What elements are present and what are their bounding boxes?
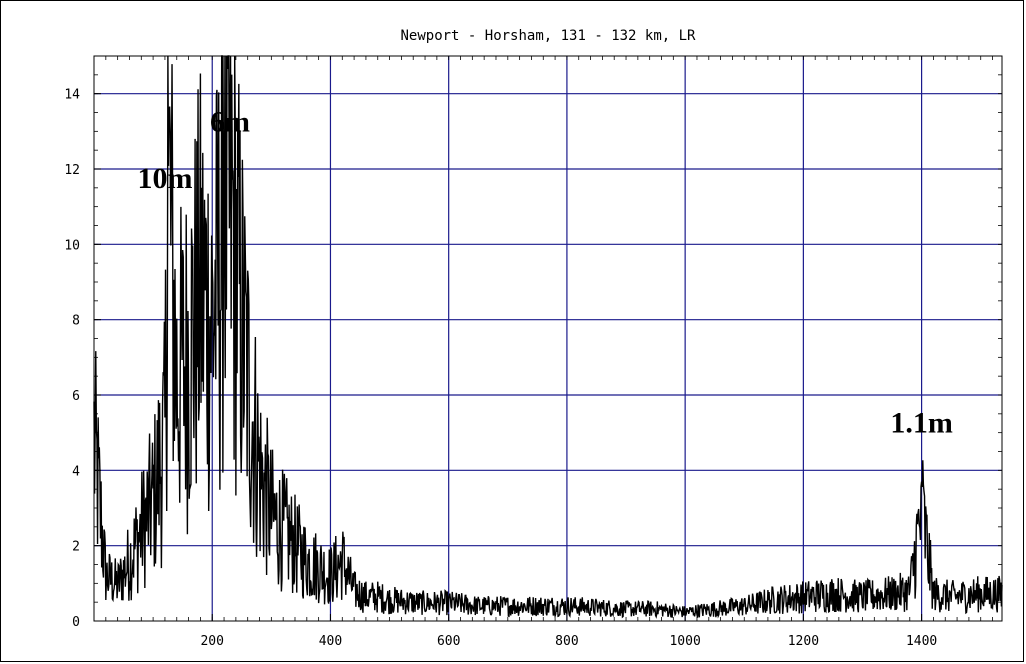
y-tick-label: 12 <box>64 163 80 178</box>
annotation-label: 1.1m <box>890 407 953 440</box>
x-tick-label: 400 <box>319 634 342 649</box>
x-tick-label: 800 <box>555 634 578 649</box>
series-line <box>93 55 1003 619</box>
y-tick-label: 10 <box>64 238 80 253</box>
chart-title: Newport - Horsham, 131 - 132 km, LR <box>400 28 696 44</box>
y-tick-label: 8 <box>72 314 80 329</box>
annotation-label: 10m <box>137 162 192 195</box>
tick-labels: 200 400 600 800 1000 1200 1400 0 2 4 6 8 10 12 14 <box>64 88 937 649</box>
x-tick-label: 600 <box>437 634 460 649</box>
y-tick-label: 4 <box>72 464 80 479</box>
y-tick-label: 6 <box>72 389 80 404</box>
x-tick-label: 1200 <box>788 634 819 649</box>
y-tick-label: 0 <box>72 615 80 630</box>
x-tick-label: 1000 <box>669 634 700 649</box>
x-tick-label: 200 <box>200 634 223 649</box>
grid <box>94 56 1002 621</box>
y-tick-label: 2 <box>72 540 80 555</box>
annotation-label: 6m <box>210 105 250 138</box>
annotations: 10m 6m 1.1m <box>137 105 952 439</box>
y-tick-label: 14 <box>64 88 80 103</box>
x-tick-label: 1400 <box>906 634 937 649</box>
series-layer <box>93 55 1003 619</box>
